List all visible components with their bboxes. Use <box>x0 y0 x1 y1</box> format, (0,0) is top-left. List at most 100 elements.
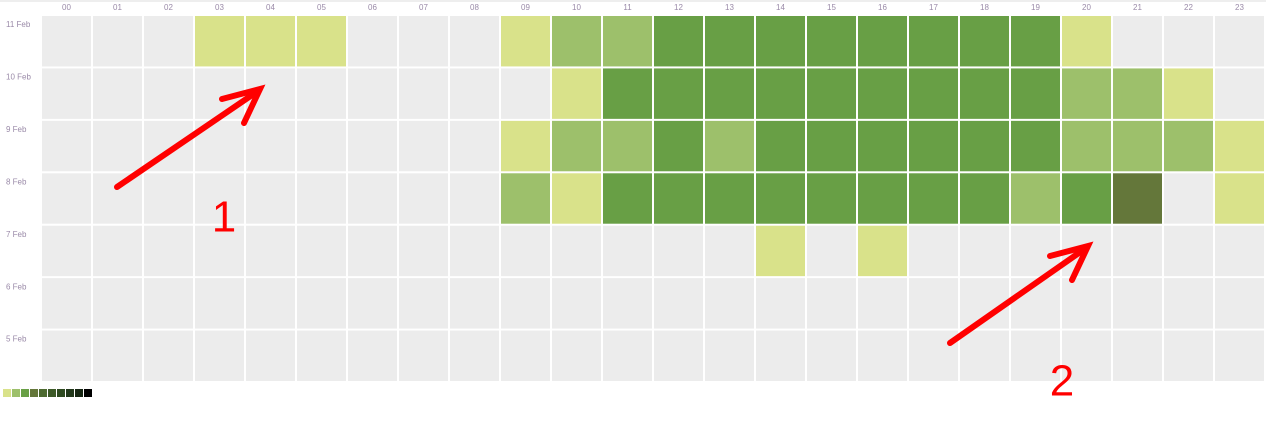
legend-swatch <box>57 389 65 397</box>
cell <box>1164 330 1213 381</box>
x-tick-label: 14 <box>776 3 785 12</box>
cell <box>1113 278 1162 329</box>
x-tick-label: 03 <box>215 3 224 12</box>
cell <box>756 225 805 277</box>
legend-swatch <box>75 389 83 397</box>
y-tick-label: 10 Feb <box>6 73 31 82</box>
x-tick-label: 11 <box>623 3 632 12</box>
legend-swatch <box>84 389 92 397</box>
cell <box>297 278 346 329</box>
arrow-1 <box>114 88 261 190</box>
cell <box>603 68 652 119</box>
cell <box>1062 330 1111 381</box>
cell <box>144 225 193 277</box>
cell <box>348 16 397 67</box>
cell <box>450 16 499 67</box>
cell <box>858 225 907 277</box>
cell <box>42 16 91 67</box>
cell <box>858 16 907 67</box>
cell <box>1164 278 1213 329</box>
x-tick-label: 04 <box>266 3 275 12</box>
cell <box>1215 330 1264 381</box>
x-tick-label: 18 <box>980 3 989 12</box>
legend-swatch <box>66 389 74 397</box>
cell <box>450 225 499 277</box>
cell <box>144 278 193 329</box>
cell <box>807 225 856 277</box>
cell <box>1062 173 1111 224</box>
cell <box>1113 330 1162 381</box>
cell <box>450 120 499 172</box>
cell <box>42 330 91 381</box>
x-tick-label: 16 <box>878 3 887 12</box>
cell <box>399 120 448 172</box>
y-tick-label: 6 Feb <box>6 282 27 291</box>
cell <box>909 225 958 277</box>
y-tick-label: 7 Feb <box>6 230 27 239</box>
cell <box>297 68 346 119</box>
x-tick-label: 20 <box>1082 3 1091 12</box>
cell <box>195 278 244 329</box>
cell <box>603 225 652 277</box>
cell <box>246 278 295 329</box>
cell <box>807 278 856 329</box>
cell <box>654 225 703 277</box>
cell <box>705 173 754 224</box>
cell <box>858 330 907 381</box>
arrow-2-head <box>1047 241 1094 283</box>
cell <box>960 173 1009 224</box>
cell <box>552 225 601 277</box>
cell <box>807 173 856 224</box>
cell <box>1062 16 1111 67</box>
cell <box>1011 225 1060 277</box>
cell <box>246 120 295 172</box>
cell <box>195 225 244 277</box>
cell <box>1164 225 1213 277</box>
cell <box>399 68 448 119</box>
cell <box>960 120 1009 172</box>
cell <box>807 16 856 67</box>
cell <box>705 16 754 67</box>
cell <box>399 173 448 224</box>
cell <box>348 330 397 381</box>
cell <box>501 225 550 277</box>
cell <box>297 16 346 67</box>
x-tick-label: 23 <box>1235 3 1244 12</box>
x-tick-label: 01 <box>113 3 122 12</box>
cell <box>246 225 295 277</box>
legend-swatch <box>30 389 38 397</box>
cell <box>1113 225 1162 277</box>
x-tick-label: 21 <box>1133 3 1142 12</box>
cell <box>42 173 91 224</box>
x-tick-label: 12 <box>674 3 683 12</box>
arrow-1-head <box>219 84 266 126</box>
x-tick-label: 09 <box>521 3 530 12</box>
cell <box>858 173 907 224</box>
cell <box>1113 16 1162 67</box>
cell <box>501 16 550 67</box>
cell <box>603 16 652 67</box>
cell <box>144 16 193 67</box>
cell <box>348 278 397 329</box>
annotation: 2 <box>1050 357 1074 406</box>
cell <box>1215 225 1264 277</box>
cell <box>756 330 805 381</box>
cell <box>501 120 550 172</box>
cell <box>93 16 142 67</box>
cell <box>1011 330 1060 381</box>
legend-swatch <box>3 389 11 397</box>
cell <box>603 173 652 224</box>
cell <box>705 278 754 329</box>
cell <box>399 16 448 67</box>
cell <box>756 278 805 329</box>
cell <box>1215 120 1264 172</box>
cell <box>93 173 142 224</box>
cell <box>93 120 142 172</box>
x-tick-label: 02 <box>164 3 173 12</box>
cell <box>960 225 1009 277</box>
cell <box>705 120 754 172</box>
cell <box>909 330 958 381</box>
x-tick-label: 15 <box>827 3 836 12</box>
cell <box>960 330 1009 381</box>
